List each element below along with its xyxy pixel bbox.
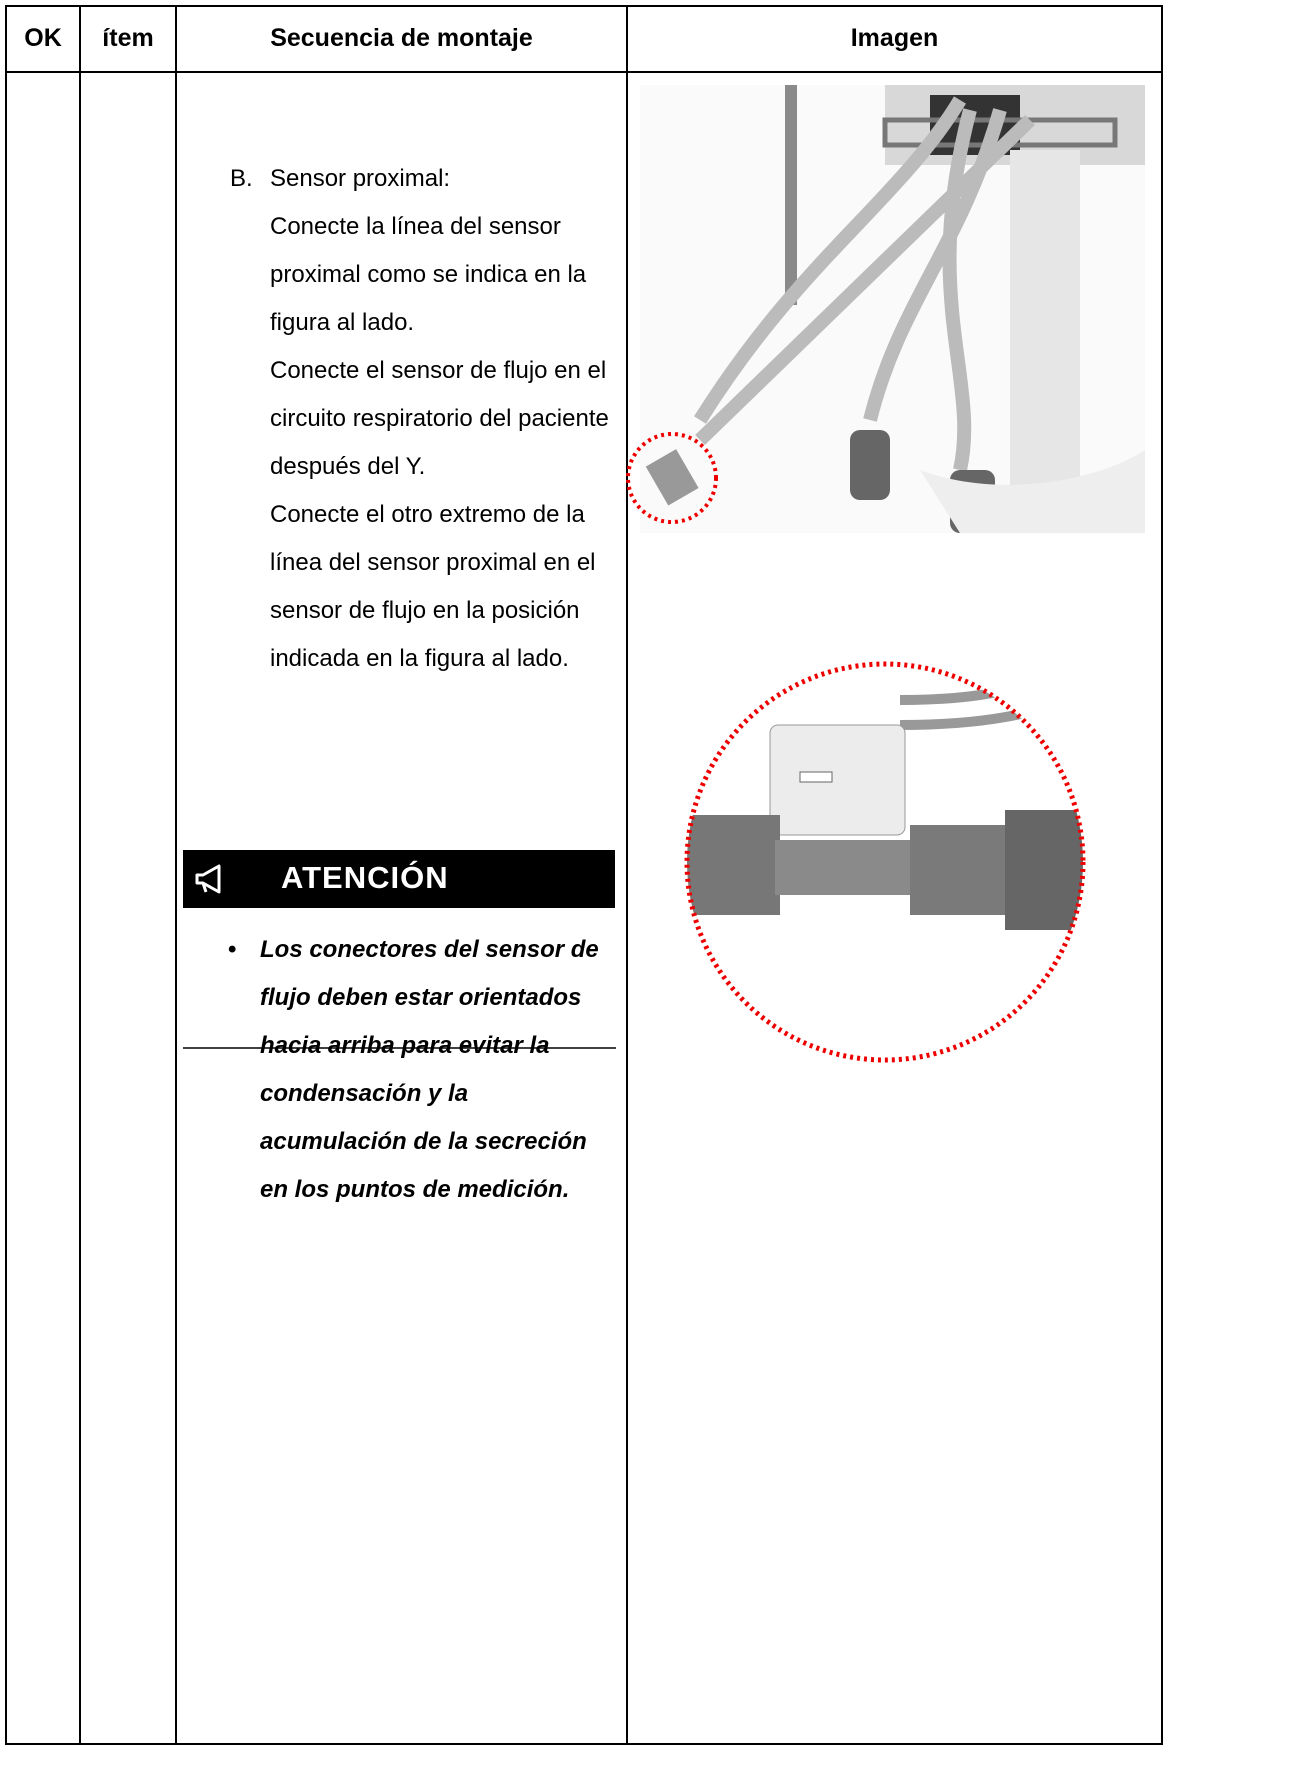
sensor: [645, 449, 699, 506]
tube-body: [687, 815, 780, 915]
step-title: Sensor proximal:: [270, 165, 451, 192]
tube-end: [1005, 810, 1083, 930]
tube-body: [910, 825, 1010, 915]
tube-body: [775, 840, 915, 895]
notice-heading: ATENCIÓN: [281, 860, 449, 895]
sensor-closeup: [684, 661, 1086, 1063]
ventilator-illustration: [626, 85, 1145, 533]
pole: [785, 85, 797, 305]
bullet-dot: •: [228, 936, 237, 963]
header-cell: Imagen: [850, 24, 939, 52]
header-cell: ítem: [102, 24, 154, 52]
trap: [850, 430, 890, 500]
connector: [769, 724, 906, 836]
step: B. Sensor proximal: Conecte la línea del…: [230, 155, 620, 683]
notice-bar: ATENCIÓN: [183, 850, 615, 908]
step-paragraph: Conecte el sensor de flujo en el circuit…: [270, 357, 609, 480]
tubes: [694, 96, 1035, 472]
step-paragraph: Conecte el otro extremo de la línea del …: [270, 501, 596, 672]
megaphone-icon: [195, 864, 221, 894]
header-cell: OK: [24, 24, 62, 52]
stand: [1010, 150, 1080, 533]
table-grid: [5, 5, 1163, 1745]
step-body: Sensor proximal: Conecte la línea del se…: [270, 155, 620, 683]
highlight-circle: [626, 432, 718, 524]
base: [920, 450, 1145, 533]
header-cell: Secuencia de montaje: [270, 24, 533, 52]
table-border: [5, 5, 1163, 1745]
step-marker: B.: [230, 165, 253, 192]
highlight-circle: [684, 661, 1086, 1063]
notice-bullet: • Los conectores del sensor de flujo deb…: [228, 926, 613, 1214]
bullet-text: Los conectores del sensor de flujo deben…: [260, 936, 599, 1203]
connector-slot: [799, 771, 833, 783]
step-paragraph: Conecte la línea del sensor proximal com…: [270, 213, 587, 336]
